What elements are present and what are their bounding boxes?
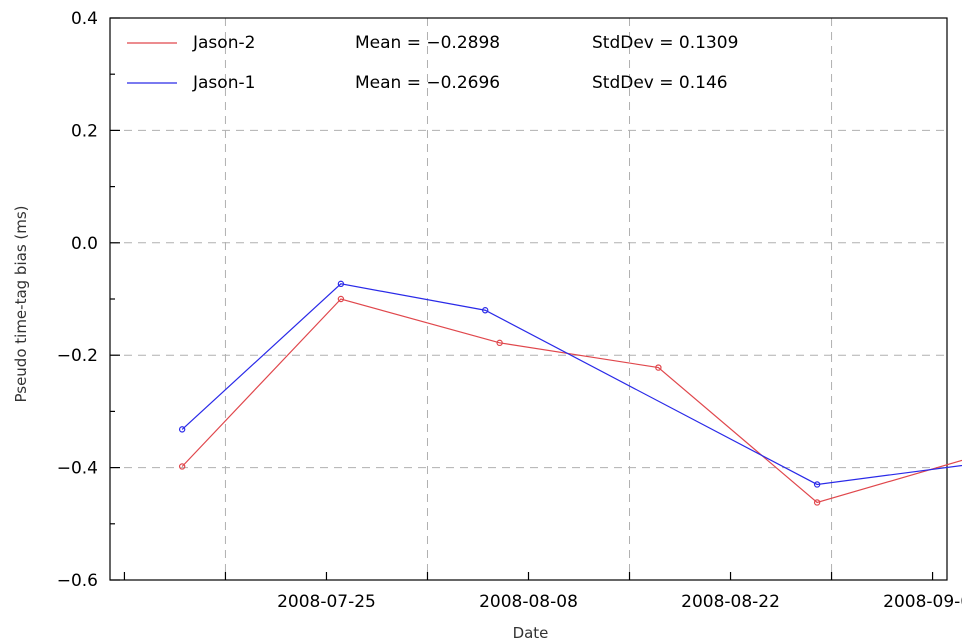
x-axis-label: Date <box>513 624 549 642</box>
series-jason-1 <box>178 280 962 488</box>
data-point <box>496 339 503 347</box>
y-tick-label: 0.0 <box>71 234 98 254</box>
y-tick-label: −0.2 <box>57 346 98 366</box>
y-axis-label: Pseudo time-tag bias (ms) <box>12 205 30 402</box>
legend-label: Jason-1 <box>192 73 255 93</box>
legend-mean: Mean = −0.2898 <box>355 33 500 53</box>
x-tick-label: 2008-07-25 <box>277 592 376 612</box>
plot-area-frame <box>109 17 948 581</box>
legend: Jason-2 Mean = −0.2898 StdDev = 0.1309 Jaso… <box>127 33 738 93</box>
y-tick-label: −0.6 <box>57 571 98 591</box>
series-layer <box>178 280 962 506</box>
series-line <box>181 283 962 486</box>
data-point <box>813 481 821 488</box>
data-point <box>337 280 345 288</box>
y-tick-label: −0.4 <box>57 459 98 479</box>
axis-ticks: 2008-07-25 2008-08-08 2008-08-22 2008-09-05… <box>57 9 962 612</box>
data-point <box>337 295 345 303</box>
data-point <box>813 499 821 506</box>
legend-mean: Mean = −0.2696 <box>355 73 500 93</box>
x-tick-label: 2008-08-08 <box>479 592 578 612</box>
gridlines <box>110 18 947 580</box>
series-line <box>181 298 962 504</box>
legend-stddev: StdDev = 0.1309 <box>592 33 738 53</box>
legend-label: Jason-2 <box>192 33 255 53</box>
series-jason-2 <box>178 295 962 506</box>
data-point <box>655 364 662 371</box>
legend-stddev: StdDev = 0.146 <box>592 73 728 93</box>
y-tick-label: 0.4 <box>71 9 98 29</box>
y-tick-label: 0.2 <box>71 121 98 141</box>
data-point <box>178 426 186 433</box>
x-tick-label: 2008-08-22 <box>681 592 780 612</box>
data-point <box>482 307 489 314</box>
x-tick-label: 2008-09-05 <box>883 592 962 612</box>
data-point <box>178 463 186 470</box>
